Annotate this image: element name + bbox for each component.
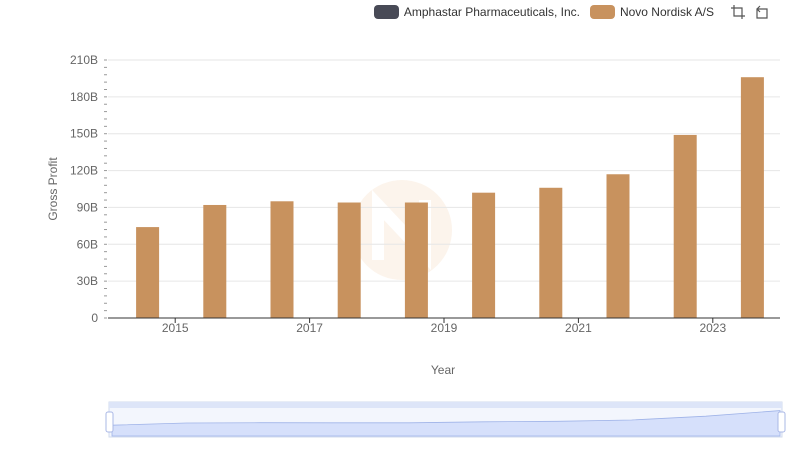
y-tick-label: 150B [70, 127, 98, 141]
bar-novo-nordisk [606, 174, 630, 318]
y-tick-label: 210B [70, 53, 98, 67]
legend-swatch-novo-nordisk [589, 5, 615, 19]
data-zoom-slider[interactable] [105, 401, 786, 438]
x-tick-label: 2023 [699, 321, 726, 335]
legend: Amphastar Pharmaceuticals, Inc. Novo Nor… [373, 4, 770, 20]
bar-novo-nordisk [203, 204, 227, 318]
y-tick-label: 0 [91, 311, 98, 325]
bar-novo-nordisk [740, 77, 764, 318]
y-tick-label: 90B [77, 200, 98, 214]
legend-item-amphastar[interactable]: Amphastar Pharmaceuticals, Inc. [373, 5, 580, 19]
x-tick-label: 2017 [296, 321, 323, 335]
x-axis: 2015 2017 2019 2021 2023 [108, 317, 780, 335]
legend-swatch-amphastar [373, 5, 399, 19]
x-tick-label: 2019 [431, 321, 458, 335]
y-axis: 0 30B 60B 90B 120B 150B 180B 210B [70, 53, 107, 325]
bar-novo-nordisk [136, 227, 160, 318]
slider-preview-area [111, 410, 781, 437]
y-tick-label: 30B [77, 274, 98, 288]
bars [116, 77, 764, 318]
bar-novo-nordisk [404, 202, 428, 318]
y-tick-label: 120B [70, 164, 98, 178]
x-tick-label: 2015 [162, 321, 189, 335]
toolbox [730, 4, 770, 20]
y-tick-label: 60B [77, 237, 98, 251]
slider-handle-left[interactable] [105, 411, 114, 433]
x-tick-label: 2021 [565, 321, 592, 335]
bar-novo-nordisk [539, 187, 563, 318]
bar-novo-nordisk [673, 134, 697, 318]
x-axis-title: Year [431, 363, 455, 377]
y-tick-label: 180B [70, 90, 98, 104]
y-axis-title: Gross Profit [46, 157, 60, 221]
watermark-logo [352, 180, 452, 280]
legend-label-novo-nordisk: Novo Nordisk A/S [619, 5, 714, 19]
bar-novo-nordisk [270, 201, 294, 318]
legend-item-novo-nordisk[interactable]: Novo Nordisk A/S [589, 5, 714, 19]
slider-top-bar[interactable] [109, 402, 782, 408]
slider-handle-right[interactable] [777, 411, 786, 433]
bar-novo-nordisk [472, 192, 496, 318]
bar-novo-nordisk [337, 202, 361, 318]
legend-label-amphastar: Amphastar Pharmaceuticals, Inc. [403, 5, 580, 19]
zoom-reset-icon[interactable] [754, 4, 770, 20]
zoom-select-icon[interactable] [730, 4, 746, 20]
